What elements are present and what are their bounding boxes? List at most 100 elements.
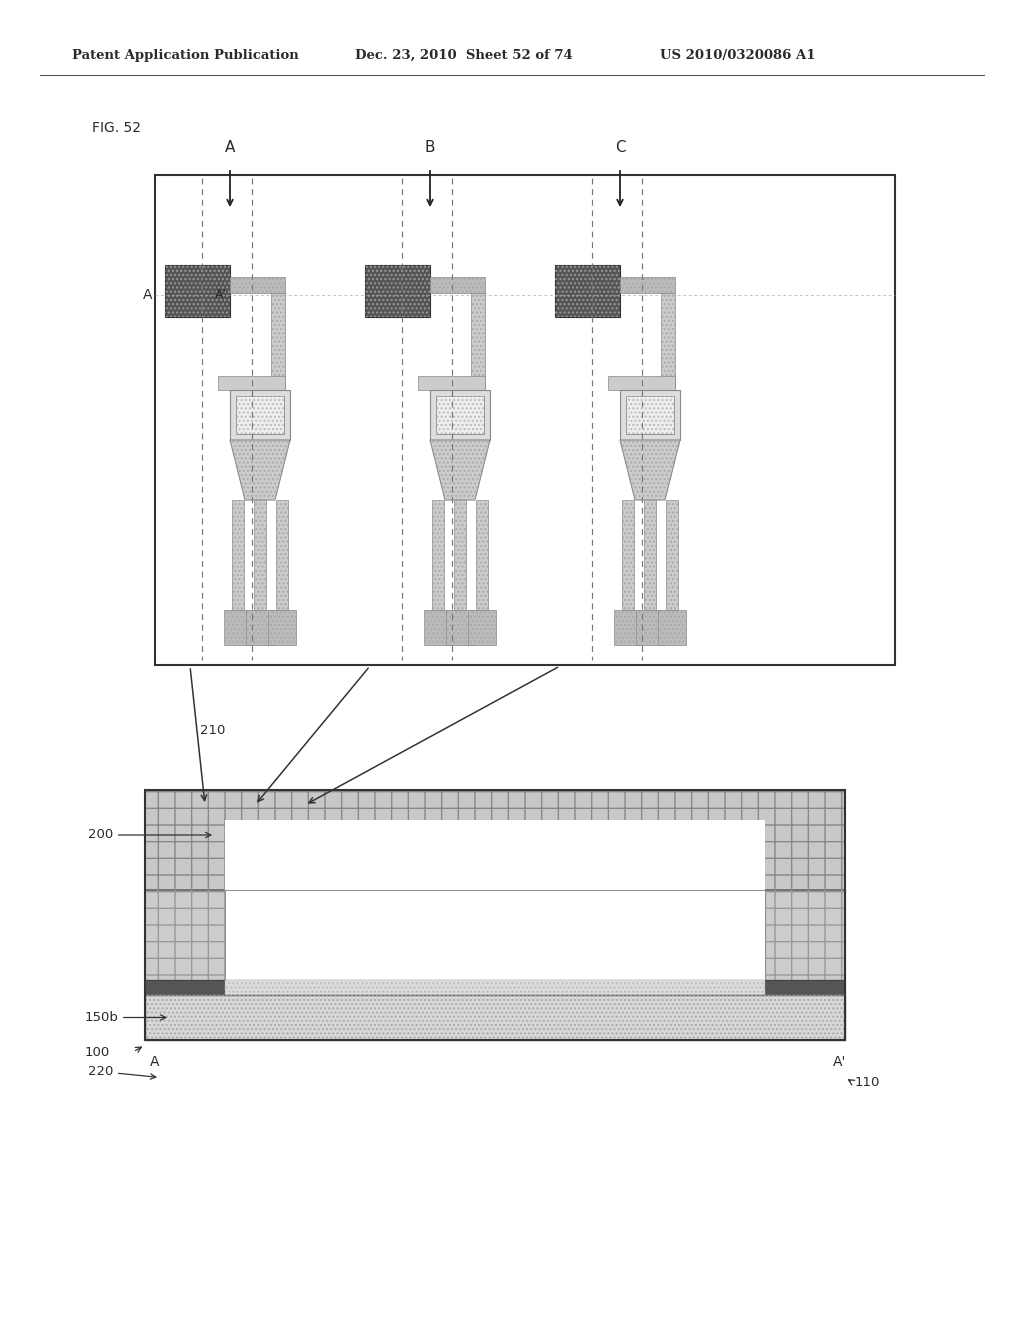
Bar <box>276 500 288 610</box>
Bar <box>224 610 252 645</box>
Text: A: A <box>142 288 152 302</box>
Bar <box>271 293 285 389</box>
Bar <box>752 979 770 990</box>
Bar <box>468 610 496 645</box>
Bar <box>626 396 674 434</box>
Bar <box>620 389 680 440</box>
Polygon shape <box>620 440 680 500</box>
Bar <box>468 610 496 645</box>
Text: A: A <box>225 140 236 156</box>
Bar <box>145 789 845 890</box>
Bar <box>476 500 488 610</box>
Bar <box>268 610 296 645</box>
Bar <box>636 610 664 645</box>
Bar <box>666 500 678 610</box>
Bar <box>220 979 238 990</box>
Bar <box>765 890 845 979</box>
Bar <box>155 176 895 665</box>
Bar <box>662 293 675 389</box>
Bar <box>430 277 485 293</box>
Text: 110: 110 <box>855 1076 881 1089</box>
Bar <box>436 396 484 434</box>
Bar <box>225 820 765 890</box>
Bar <box>424 610 452 645</box>
Bar <box>230 277 285 293</box>
Bar <box>165 265 230 317</box>
Bar <box>145 979 845 995</box>
Bar <box>271 293 285 389</box>
Text: A: A <box>151 1055 160 1069</box>
Bar <box>165 265 230 317</box>
Bar <box>236 396 284 434</box>
Bar <box>454 500 466 610</box>
Bar <box>225 979 765 995</box>
Bar <box>622 500 634 610</box>
Bar <box>471 293 485 389</box>
Bar <box>232 500 244 610</box>
Polygon shape <box>230 440 290 500</box>
Bar <box>662 293 675 389</box>
Bar <box>145 995 845 1040</box>
Text: FIG. 52: FIG. 52 <box>92 121 141 135</box>
Bar <box>446 610 474 645</box>
Bar <box>225 890 765 979</box>
Bar <box>432 500 444 610</box>
Bar <box>254 500 266 610</box>
Bar <box>365 265 430 317</box>
Text: 200: 200 <box>88 829 211 842</box>
Bar <box>436 396 484 434</box>
Bar <box>614 610 642 645</box>
Bar <box>365 265 430 317</box>
Text: 220: 220 <box>88 1065 156 1080</box>
Bar <box>276 500 288 610</box>
Text: 100: 100 <box>85 1045 110 1059</box>
Polygon shape <box>430 440 490 500</box>
Bar <box>236 396 284 434</box>
Bar <box>225 979 765 995</box>
Bar <box>454 500 466 610</box>
Bar <box>471 293 485 389</box>
Bar <box>218 376 285 389</box>
Bar <box>430 389 490 440</box>
Text: US 2010/0320086 A1: US 2010/0320086 A1 <box>660 49 815 62</box>
Bar <box>145 789 845 890</box>
Bar <box>145 890 225 979</box>
Text: A': A' <box>215 289 227 301</box>
Text: Dec. 23, 2010  Sheet 52 of 74: Dec. 23, 2010 Sheet 52 of 74 <box>355 49 572 62</box>
Bar <box>145 995 845 1040</box>
Text: Patent Application Publication: Patent Application Publication <box>72 49 299 62</box>
Bar <box>446 610 474 645</box>
Text: C: C <box>614 140 626 156</box>
Bar <box>626 396 674 434</box>
Bar <box>620 277 675 293</box>
Bar <box>620 277 675 293</box>
Bar <box>644 500 656 610</box>
Bar <box>246 610 274 645</box>
Bar <box>666 500 678 610</box>
Bar <box>555 265 620 317</box>
Bar <box>224 610 252 645</box>
Bar <box>608 376 675 389</box>
Bar <box>476 500 488 610</box>
Bar <box>432 500 444 610</box>
Bar <box>145 789 845 1040</box>
Bar <box>636 610 664 645</box>
Bar <box>268 610 296 645</box>
Bar <box>424 610 452 645</box>
Text: 150b: 150b <box>84 1011 166 1024</box>
Bar <box>145 890 225 979</box>
Text: B: B <box>425 140 435 156</box>
Bar <box>658 610 686 645</box>
Bar <box>230 389 290 440</box>
Bar <box>622 500 634 610</box>
Bar <box>430 277 485 293</box>
Bar <box>614 610 642 645</box>
Bar <box>658 610 686 645</box>
Bar <box>418 376 485 389</box>
Text: A': A' <box>834 1055 847 1069</box>
Bar <box>555 265 620 317</box>
Bar <box>246 610 274 645</box>
Bar <box>230 277 285 293</box>
Bar <box>765 890 845 979</box>
Text: 210: 210 <box>200 723 225 737</box>
